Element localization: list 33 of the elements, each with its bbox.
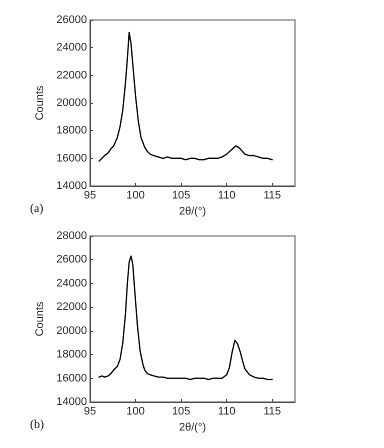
y-tick-label: 16000	[56, 372, 87, 384]
text: (b)	[30, 417, 44, 431]
x-tick-label: 105	[172, 406, 190, 418]
y-tick-label: 14000	[56, 180, 87, 192]
y-axis-title: Counts	[34, 85, 46, 120]
y-tick-label: 24000	[56, 42, 87, 54]
x-tick-label: 100	[126, 190, 145, 202]
y-tick-label: 18000	[56, 348, 87, 361]
x-axis-title: 2θ/(°)	[178, 421, 206, 434]
x-axis-title: 2θ/(°)	[178, 205, 206, 218]
y-tick-label: 28000	[56, 230, 87, 242]
y-axis-title: Counts	[34, 301, 46, 336]
x-tick-label: 95	[84, 406, 96, 418]
x-tick-label: 95	[84, 190, 96, 202]
text: (a)	[30, 201, 44, 215]
y-tick-label: 14000	[56, 396, 87, 408]
y-tick-label: 18000	[56, 124, 87, 137]
y-tick-label: 22000	[56, 301, 87, 314]
y-tick-label: 22000	[56, 69, 87, 82]
x-tick-label: 110	[218, 190, 236, 202]
x-tick-label: 110	[218, 406, 236, 418]
x-tick-label: 100	[126, 406, 145, 418]
line-series	[98, 32, 273, 162]
y-tick-label: 26000	[56, 14, 87, 26]
y-tick-label: 16000	[56, 152, 87, 164]
line-series	[98, 256, 273, 380]
x-tick-label: 105	[172, 190, 190, 202]
y-tick-label: 20000	[56, 97, 87, 109]
y-tick-label: 20000	[56, 324, 87, 337]
x-tick-label: 115	[263, 190, 281, 202]
y-tick-label: 24000	[56, 277, 87, 290]
x-tick-label: 115	[263, 406, 281, 418]
y-tick-label: 26000	[56, 254, 87, 266]
